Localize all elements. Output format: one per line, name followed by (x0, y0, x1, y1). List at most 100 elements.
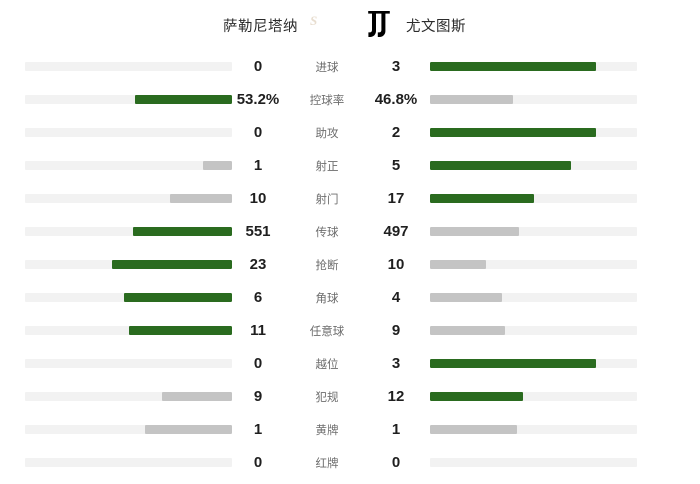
away-bar-track (430, 425, 637, 434)
home-stat-value: 53.2% (236, 91, 280, 108)
home-stat-value: 0 (253, 124, 263, 141)
bar-fill-win (132, 227, 232, 236)
bar-fill-win (430, 392, 524, 401)
home-bar-track (25, 425, 232, 434)
home-stat-value: 0 (253, 355, 263, 372)
away-bar-track (430, 458, 637, 467)
away-team-name: 尤文图斯 (406, 18, 466, 35)
home-bar-track (25, 458, 232, 467)
stat-row: 1 黄牌 1 (0, 413, 700, 446)
home-team-block: 萨勒尼塔纳 (40, 9, 350, 41)
away-stat-value: 1 (391, 421, 401, 438)
stat-row: 11 任意球 9 (0, 314, 700, 347)
stat-label: 射正 (315, 160, 339, 173)
stat-row: 1 射正 5 (0, 149, 700, 182)
home-stat-value: 1 (253, 157, 263, 174)
bar-fill-lose (430, 293, 503, 302)
stat-label: 射门 (315, 193, 339, 206)
away-stat-value: 12 (387, 388, 405, 405)
bar-fill-win (430, 359, 596, 368)
away-bar-track (430, 227, 637, 236)
stat-row: 0 红牌 0 (0, 446, 700, 479)
away-bar-track (430, 260, 637, 269)
away-bar-track (430, 326, 637, 335)
home-stat-value: 11 (250, 322, 266, 339)
home-bar-track (25, 194, 232, 203)
bar-fill-win (430, 62, 596, 71)
home-bar-track (25, 161, 232, 170)
bar-fill-lose (203, 161, 232, 170)
stat-row: 9 犯规 12 (0, 380, 700, 413)
bar-fill-lose (169, 194, 232, 203)
away-bar-track (430, 128, 637, 137)
away-stat-value: 5 (391, 157, 401, 174)
bar-fill-lose (430, 95, 513, 104)
stat-label: 黄牌 (315, 424, 339, 437)
away-stat-value: 9 (391, 322, 401, 339)
bar-fill-win (430, 161, 571, 170)
home-bar-track (25, 392, 232, 401)
away-stat-value: 4 (391, 289, 401, 306)
home-stat-value: 0 (253, 58, 263, 75)
away-bar-track (430, 62, 637, 71)
away-stat-value: 10 (387, 256, 405, 273)
home-team-name: 萨勒尼塔纳 (223, 18, 298, 35)
stat-label: 控球率 (309, 94, 345, 107)
home-bar-track (25, 227, 232, 236)
stat-row: 0 助攻 2 (0, 116, 700, 149)
bar-fill-win (134, 95, 232, 104)
bar-fill-lose (145, 425, 232, 434)
home-bar-track (25, 293, 232, 302)
away-bar-track (430, 392, 637, 401)
stat-row: 10 射门 17 (0, 182, 700, 215)
stat-label: 助攻 (315, 127, 339, 140)
home-stat-value: 1 (253, 421, 263, 438)
stat-row: 0 进球 3 (0, 50, 700, 83)
home-bar-track (25, 260, 232, 269)
home-bar-track (25, 326, 232, 335)
home-bar-track (25, 359, 232, 368)
bar-fill-lose (430, 227, 519, 236)
home-stat-value: 6 (253, 289, 263, 306)
bar-fill-win (111, 260, 232, 269)
stat-label: 传球 (315, 226, 339, 239)
salernitana-crest-icon (310, 9, 336, 41)
bar-fill-lose (430, 260, 486, 269)
bar-fill-win (430, 128, 596, 137)
stat-row: 23 抢断 10 (0, 248, 700, 281)
home-bar-track (25, 95, 232, 104)
stat-row: 6 角球 4 (0, 281, 700, 314)
stat-row: 551 传球 497 (0, 215, 700, 248)
bar-fill-win (124, 293, 232, 302)
bar-fill-win (128, 326, 232, 335)
stat-label: 犯规 (315, 391, 339, 404)
juventus-crest-icon (364, 8, 394, 42)
home-bar-track (25, 128, 232, 137)
home-stat-value: 9 (253, 388, 263, 405)
stat-label: 任意球 (309, 325, 345, 338)
away-stat-value: 17 (387, 190, 405, 207)
away-bar-track (430, 293, 637, 302)
home-stat-value: 10 (249, 190, 267, 207)
stat-label: 抢断 (315, 259, 339, 272)
away-stat-value: 2 (391, 124, 401, 141)
stat-label: 进球 (315, 61, 339, 74)
home-bar-track (25, 62, 232, 71)
home-stat-value: 551 (245, 223, 271, 240)
away-bar-track (430, 161, 637, 170)
away-bar-track (430, 194, 637, 203)
home-stat-value: 23 (249, 256, 267, 273)
away-team-block: 尤文图斯 (350, 8, 660, 42)
away-stat-value: 0 (391, 454, 401, 471)
stat-label: 角球 (315, 292, 339, 305)
away-bar-track (430, 95, 637, 104)
stat-label: 越位 (315, 358, 339, 371)
away-bar-track (430, 359, 637, 368)
bar-fill-lose (161, 392, 232, 401)
stats-list: 0 进球 3 53.2% 控球率 46.8% 0 助攻 2 1 射正 5 10 射门 17 551 传球 497 2… (0, 50, 700, 479)
home-stat-value: 0 (253, 454, 263, 471)
stat-label: 红牌 (315, 457, 339, 470)
stat-row: 53.2% 控球率 46.8% (0, 83, 700, 116)
match-header: 萨勒尼塔纳 尤文图斯 (0, 0, 700, 50)
